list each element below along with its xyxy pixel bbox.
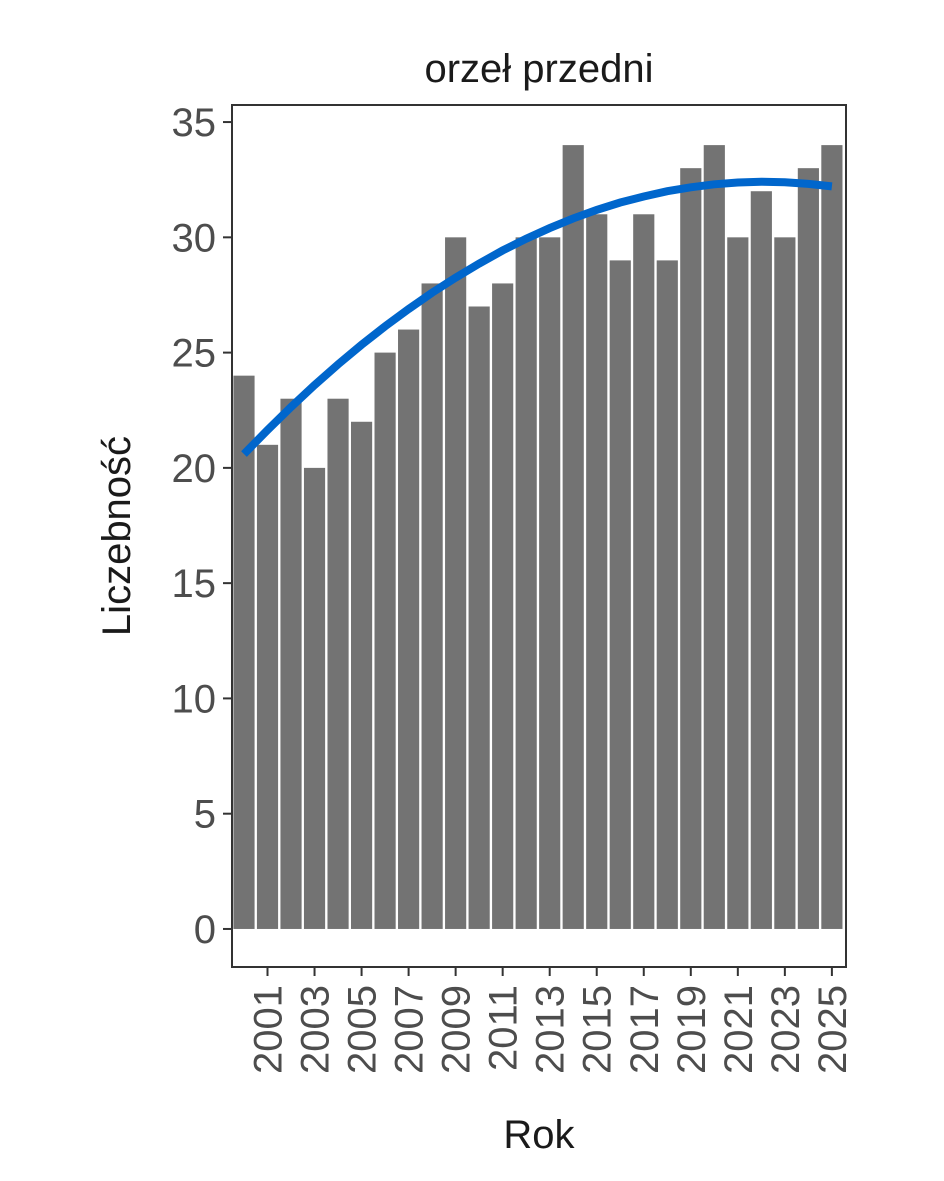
y-tick-label: 10 [172,677,217,721]
bar [539,237,561,929]
y-tick-label: 20 [172,447,217,491]
bar [586,214,608,929]
x-tick-label: 2025 [811,985,855,1074]
bar [327,398,349,929]
x-tick-label: 2013 [529,985,573,1074]
bar [280,398,302,929]
y-tick-label: 0 [194,908,216,952]
bar [797,168,819,929]
x-tick-label: 2023 [764,985,808,1074]
bar [303,467,326,929]
y-tick-label: 25 [172,332,217,376]
bar [703,145,725,929]
x-tick-label: 2005 [341,985,385,1074]
bar [750,191,772,929]
panel-border [231,104,847,968]
y-tick-label: 30 [172,216,217,260]
x-tick-label: 2021 [717,985,761,1074]
x-tick-label: 2001 [247,985,291,1074]
x-tick-label: 2019 [670,985,714,1074]
bar [233,375,255,929]
bar [656,260,678,929]
x-tick-label: 2017 [623,985,667,1074]
bar [774,237,796,929]
trend-line [241,177,833,457]
chart-title: orzeł przedni [424,47,653,91]
bar [609,260,631,929]
y-tick-label: 35 [172,101,217,145]
bar [468,306,490,929]
bar [680,168,702,929]
y-tick-label: 15 [172,562,217,606]
bar [515,237,537,929]
bar [374,352,396,929]
bar [633,214,655,929]
y-tick-label: 5 [194,793,216,837]
x-tick-label: 2007 [388,985,432,1074]
y-axis-title: Liczebność [95,436,139,636]
bar [445,237,467,929]
bar [398,329,420,929]
x-tick-label: 2011 [482,985,526,1071]
bar [562,145,584,929]
x-tick-label: 2009 [435,985,479,1074]
bar [821,145,843,929]
x-tick-label: 2003 [294,985,338,1074]
bar [727,237,749,929]
x-axis-title: Rok [503,1113,575,1157]
bar [492,283,514,929]
x-tick-label: 2015 [576,985,620,1074]
bar [421,283,443,929]
bar [350,421,373,929]
bar [256,444,279,929]
